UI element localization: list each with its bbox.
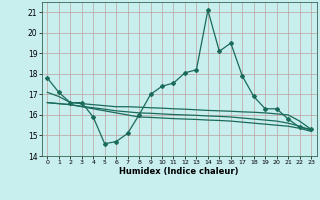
X-axis label: Humidex (Indice chaleur): Humidex (Indice chaleur): [119, 167, 239, 176]
